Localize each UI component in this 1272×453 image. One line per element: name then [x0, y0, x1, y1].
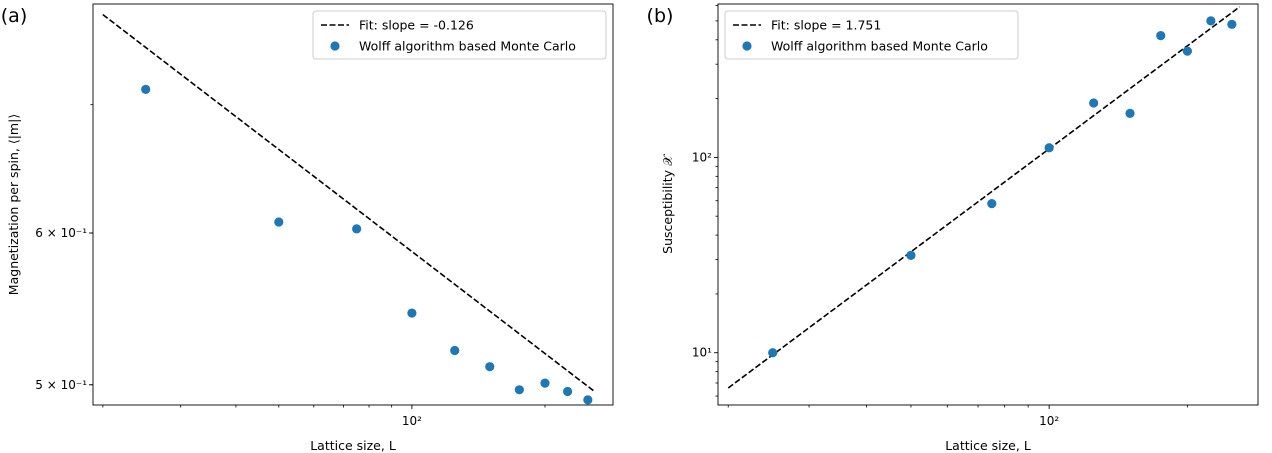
legend: Fit: slope = 1.751 Wolff algorithm based … [724, 10, 1019, 60]
legend-box [312, 10, 607, 60]
y-tick-label: 10¹ [692, 346, 712, 360]
y-axis-label: Susceptibility 𝒳 [660, 153, 675, 254]
legend-entry-label: Fit: slope = -0.126 [359, 18, 474, 33]
x-tick-label: 10² [402, 414, 422, 428]
legend-entry-label: Fit: slope = 1.751 [771, 18, 881, 33]
data-point [540, 378, 550, 388]
data-point [407, 308, 417, 318]
data-point [1182, 46, 1192, 56]
data-point [450, 345, 460, 356]
y-tick-label: 6 × 10⁻¹ [35, 226, 87, 240]
x-axis-label: Lattice size, L [310, 438, 396, 453]
data-point [485, 362, 495, 372]
plot-frame [717, 3, 1259, 406]
data-point [1206, 16, 1216, 26]
legend: Fit: slope = -0.126 Wolff algorithm based… [312, 10, 607, 60]
legend-marker-swatch [330, 41, 340, 51]
data-point [1227, 19, 1237, 29]
data-point [1156, 31, 1166, 41]
data-point [514, 385, 524, 395]
panel-b: (b) 10² 10¹ 10² Lattice size, L Susceptibilit… [647, 3, 1259, 453]
x-axis-label: Lattice size, L [945, 438, 1031, 453]
y-tick-label: 5 × 10⁻¹ [35, 378, 87, 392]
data-point [987, 199, 997, 209]
data-point [141, 84, 151, 94]
plot-frame [92, 3, 614, 406]
x-tick-label: 10² [1039, 414, 1059, 428]
data-point [563, 386, 573, 397]
data-point [583, 395, 593, 405]
legend-box [724, 10, 1019, 60]
data-point [1125, 108, 1135, 118]
fit-line [102, 13, 596, 393]
panel-a: (a) 10² 6 × 10⁻¹ 5 × 10⁻¹ Lattice size, L Mag… [1, 3, 614, 453]
data-point [352, 224, 362, 234]
panel-label: (a) [1, 5, 27, 27]
legend-entry-label: Wolff algorithm based Monte Carlo [359, 39, 576, 54]
y-tick-label: 10² [692, 150, 712, 164]
panel-label: (b) [647, 5, 674, 27]
y-axis-label: Magnetization per spin, ⟨|m|⟩ [6, 114, 21, 295]
data-point [1044, 143, 1054, 153]
data-point [768, 348, 778, 358]
fit-line [727, 6, 1241, 389]
data-point [906, 250, 916, 260]
legend-marker-swatch [742, 41, 752, 51]
data-point [1089, 98, 1099, 108]
legend-entry-label: Wolff algorithm based Monte Carlo [771, 39, 988, 54]
data-point [274, 217, 284, 227]
